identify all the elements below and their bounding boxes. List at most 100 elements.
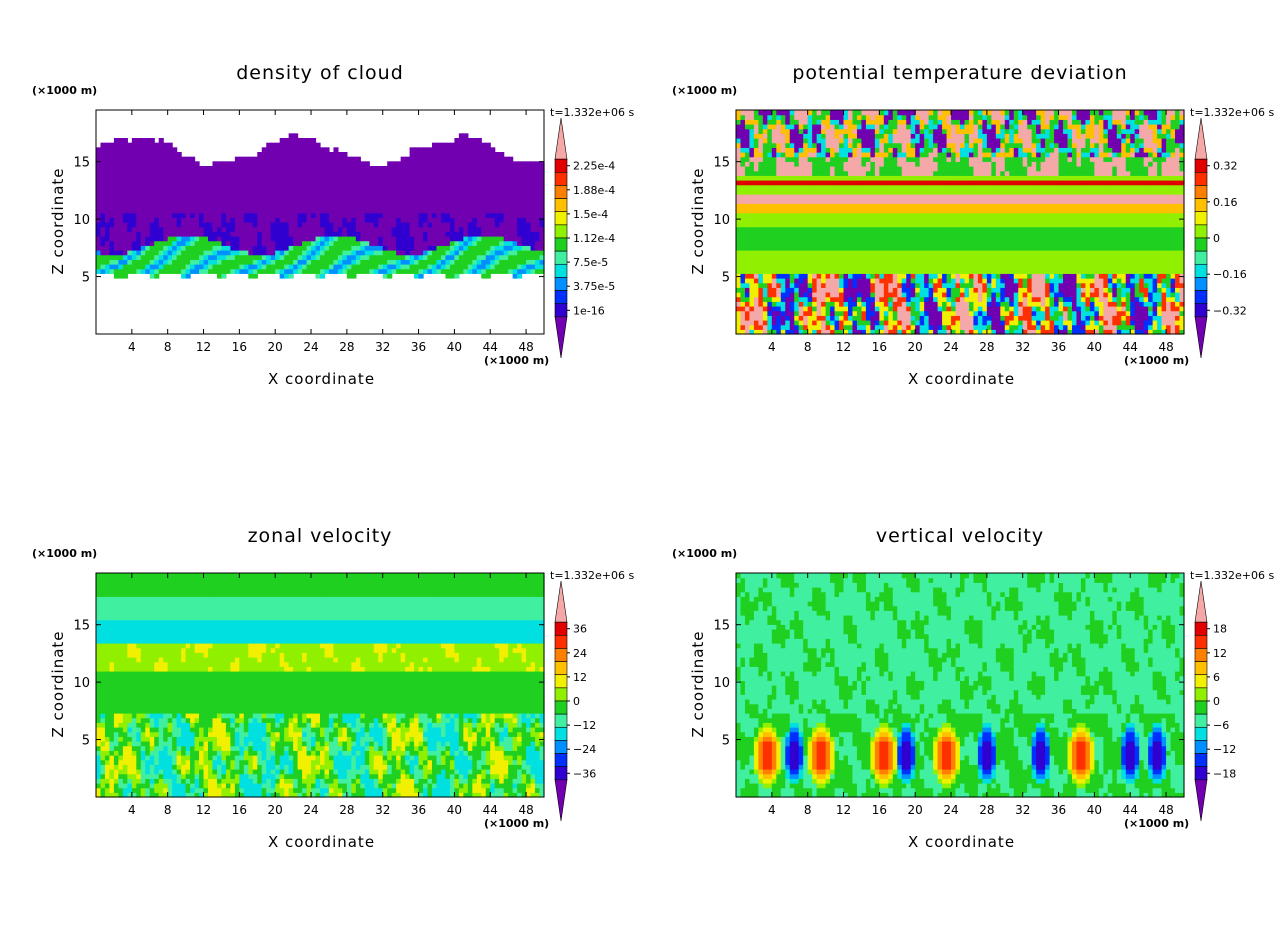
heatmap-cell — [279, 212, 285, 218]
heatmap-cell — [432, 245, 438, 251]
heatmap-cell — [122, 166, 128, 172]
heatmap-cell — [261, 180, 267, 186]
heatmap-cell — [427, 231, 433, 237]
heatmap-cell — [315, 198, 321, 204]
heatmap-cell — [328, 184, 335, 190]
heatmap-cell — [382, 245, 388, 251]
heatmap-cell — [225, 268, 231, 274]
heatmap-cell — [364, 180, 370, 186]
heatmap-cell — [458, 208, 464, 214]
heatmap-cell — [252, 254, 258, 260]
heatmap-cell — [190, 217, 196, 223]
heatmap-cell — [234, 222, 240, 228]
heatmap-cell — [337, 217, 343, 223]
heatmap-cell — [203, 222, 209, 228]
heatmap-cell — [328, 250, 335, 256]
heatmap-cell — [423, 152, 429, 158]
heatmap-cell — [100, 194, 106, 200]
heatmap-cell — [230, 222, 236, 228]
heatmap-cell — [423, 147, 429, 153]
heatmap-cell — [333, 268, 339, 274]
heatmap-cell — [243, 189, 249, 195]
chart-title: density of cloud — [236, 62, 404, 84]
heatmap-cell — [167, 226, 173, 232]
heatmap-cell — [122, 189, 128, 195]
heatmap-cell — [311, 236, 317, 242]
heatmap-cell — [257, 198, 263, 204]
heatmap-cell — [194, 161, 200, 167]
heatmap-cell — [275, 236, 281, 242]
heatmap-cell — [364, 189, 370, 195]
heatmap-cell — [118, 236, 124, 242]
heatmap-cell — [382, 180, 388, 186]
heatmap-cell — [302, 180, 308, 186]
heatmap-cell — [140, 212, 146, 218]
heatmap-cell — [279, 156, 285, 162]
heatmap-cell — [445, 250, 451, 256]
heatmap-cell — [355, 184, 361, 190]
heatmap-cell — [109, 236, 115, 242]
heatmap-cell — [436, 231, 442, 237]
heatmap-cell — [409, 236, 415, 242]
heatmap-cell — [320, 208, 326, 214]
heatmap-cell — [306, 259, 312, 265]
heatmap-cell — [118, 156, 124, 162]
heatmap-cell — [351, 217, 357, 223]
heatmap-cell — [167, 156, 173, 162]
heatmap-cell — [355, 170, 361, 176]
heatmap-cell — [225, 194, 231, 200]
heatmap-cell — [225, 203, 231, 209]
heatmap-cell — [176, 259, 182, 265]
heatmap-cell — [145, 231, 151, 237]
heatmap-cell — [216, 254, 223, 260]
heatmap-cell — [96, 245, 102, 251]
heatmap-cell — [288, 189, 294, 195]
heatmap-cell — [109, 254, 115, 260]
heatmap-cell — [396, 170, 402, 176]
heatmap-cell — [257, 152, 263, 158]
heatmap-cell — [302, 231, 308, 237]
heatmap-cell — [266, 152, 272, 158]
heatmap-cell — [104, 254, 111, 260]
heatmap-cell — [194, 268, 200, 274]
heatmap-cell — [275, 268, 281, 274]
heatmap-cell — [252, 180, 258, 186]
heatmap-cell — [127, 245, 133, 251]
heatmap-cell — [387, 161, 393, 167]
heatmap-cell — [449, 222, 455, 228]
heatmap-cell — [337, 166, 343, 172]
heatmap-cell — [203, 203, 209, 209]
heatmap-cell — [454, 198, 460, 204]
heatmap-cell — [216, 217, 223, 223]
heatmap-cell — [432, 208, 438, 214]
heatmap-cell — [427, 212, 433, 218]
heatmap-cell — [252, 194, 258, 200]
heatmap-cell — [216, 166, 223, 172]
heatmap-cell — [423, 166, 429, 172]
heatmap-cell — [154, 208, 160, 214]
heatmap-cell — [351, 245, 357, 251]
heatmap-cell — [320, 273, 326, 279]
heatmap-cell — [131, 147, 137, 153]
heatmap-cell — [230, 236, 236, 242]
heatmap-cell — [122, 250, 128, 256]
heatmap-cell — [230, 166, 236, 172]
heatmap-cell — [257, 254, 263, 260]
heatmap-cell — [167, 170, 173, 176]
heatmap-cell — [212, 198, 218, 204]
heatmap-cell — [279, 189, 285, 195]
heatmap-cell — [216, 250, 223, 256]
heatmap-cell — [458, 217, 464, 223]
heatmap-cell — [311, 147, 317, 153]
heatmap-cell — [100, 166, 106, 172]
heatmap-cell — [414, 198, 420, 204]
heatmap-cell — [427, 194, 433, 200]
heatmap-cell — [346, 273, 352, 279]
heatmap-cell — [131, 259, 137, 265]
heatmap-cell — [414, 194, 420, 200]
heatmap-cell — [279, 147, 285, 153]
heatmap-cell — [311, 268, 317, 274]
heatmap-cell — [181, 268, 187, 274]
heatmap-cell — [351, 161, 357, 167]
heatmap-cell — [382, 194, 388, 200]
